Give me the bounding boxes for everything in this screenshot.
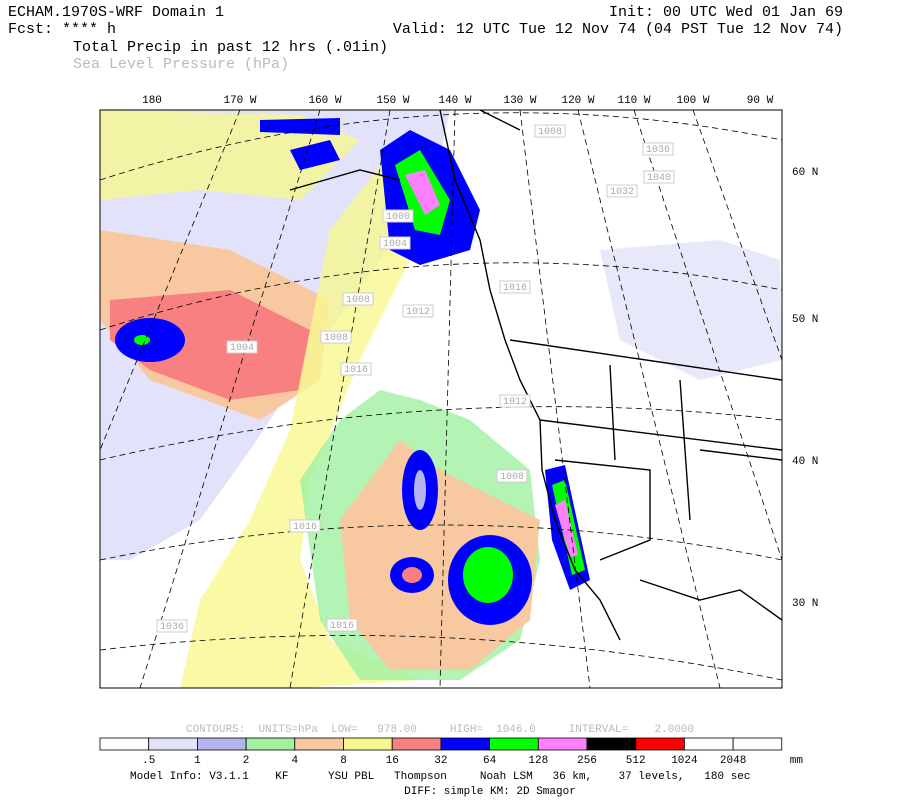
longitude-label: 120 W [561, 95, 594, 107]
colorbar-swatch [148, 737, 198, 751]
latitude-label: 30 N [792, 598, 818, 610]
colorbar-label: 1024 [671, 755, 698, 767]
colorbar-label: 32 [434, 755, 447, 767]
colorbar-swatch [245, 737, 296, 751]
contour-label-box [499, 394, 531, 408]
longitude-label: 100 W [676, 95, 709, 107]
valid-time: Valid: 12 UTC Tue 12 Nov 74 (04 PST Tue … [393, 21, 843, 38]
init-time: Init: 00 UTC Wed 01 Jan 69 [609, 4, 843, 21]
model-info: Model Info: V3.1.1 KF YSU PBL Thompson N… [130, 771, 751, 783]
contour-label: 1004 [383, 239, 407, 250]
contour-label-box [642, 142, 674, 156]
contour-label-box [326, 618, 358, 632]
colorbar-swatch [586, 737, 637, 751]
field-title-secondary: Sea Level Pressure (hPa) [73, 56, 289, 73]
contour-label: 1016 [293, 522, 317, 533]
longitude-label: 90 W [747, 95, 774, 107]
contour-label: 1012 [503, 397, 527, 408]
colorbar-label: .5 [142, 755, 155, 767]
contour-label: 1016 [344, 365, 368, 376]
longitude-label: 110 W [617, 95, 650, 107]
colorbar-label: 512 [626, 755, 646, 767]
colorbar-swatch [294, 737, 344, 751]
contour-label-box [156, 619, 188, 633]
longitude-label: 160 W [308, 95, 341, 107]
colorbar-label: 256 [577, 755, 597, 767]
contour-label-box [402, 304, 434, 318]
colorbar-swatch [537, 737, 588, 751]
map-area: 1004 1000 1004 1008 1012 1008 1016 1012 1016 1008… [100, 110, 782, 688]
contour-label-box [534, 124, 566, 138]
contour-label: 1008 [324, 333, 348, 344]
map-frame [99, 109, 783, 689]
colorbar-label: 2 [243, 755, 250, 767]
diff-info: DIFF: simple KM: 2D Smagor [404, 786, 576, 798]
contour-label: 1040 [647, 173, 671, 184]
longitude-label: 150 W [376, 95, 409, 107]
colorbar-swatch [196, 737, 247, 751]
colorbar-label: 8 [340, 755, 347, 767]
contour-label-box [382, 209, 414, 223]
contour-label: 1016 [503, 283, 527, 294]
colorbar-swatch [684, 737, 734, 751]
contour-label-box [342, 292, 374, 306]
colorbar-swatch [635, 737, 685, 751]
contour-label-box [643, 170, 675, 184]
longitude-label: 170 W [223, 95, 256, 107]
contour-label-box [226, 340, 258, 354]
colorbar-swatch [440, 737, 490, 751]
colorbar-units: mm [790, 755, 804, 767]
longitude-label: 180 [142, 95, 162, 107]
contour-label: 1000 [386, 212, 410, 223]
latitude-label: 50 N [792, 314, 818, 326]
contour-label-box [496, 469, 528, 483]
contour-label: 1036 [160, 622, 184, 633]
colorbar-label: 2048 [720, 755, 746, 767]
colorbar-label: 16 [386, 755, 399, 767]
contour-label: 1012 [406, 307, 430, 318]
contour-label-box [289, 519, 321, 533]
model-title: ECHAM.1970S-WRF Domain 1 [8, 4, 224, 21]
contour-label: 1008 [346, 295, 370, 306]
contour-label: 1008 [500, 472, 524, 483]
contour-label: 1004 [230, 343, 254, 354]
contour-info: CONTOURS: UNITS=hPa LOW= 978.00 HIGH= 10… [186, 724, 694, 736]
colorbar-swatch [391, 737, 442, 751]
contour-label: 1008 [538, 127, 562, 138]
colorbar-swatch [99, 737, 150, 751]
contour-label-box [499, 280, 531, 294]
forecast-hour: Fcst: **** h [8, 21, 116, 38]
latitude-label: 60 N [792, 167, 818, 179]
contour-label: 1032 [610, 187, 634, 198]
contour-label-box [606, 184, 638, 198]
latitude-label: 40 N [792, 456, 818, 468]
longitude-label: 130 W [503, 95, 536, 107]
colorbar-swatch [343, 737, 393, 751]
contour-label-box [379, 236, 411, 250]
colorbar-label: 1 [194, 755, 201, 767]
contour-label-box [320, 330, 352, 344]
field-title: Total Precip in past 12 hrs (.01in) [73, 39, 388, 56]
contour-label: 1036 [646, 145, 670, 156]
contour-label-box [340, 362, 372, 376]
longitude-label: 140 W [438, 95, 471, 107]
colorbar-label: 4 [291, 755, 298, 767]
contour-label: 1016 [330, 621, 354, 632]
colorbar-swatch [489, 737, 539, 751]
colorbar-swatch [732, 737, 783, 751]
colorbar-label: 128 [528, 755, 548, 767]
colorbar-label: 64 [483, 755, 497, 767]
